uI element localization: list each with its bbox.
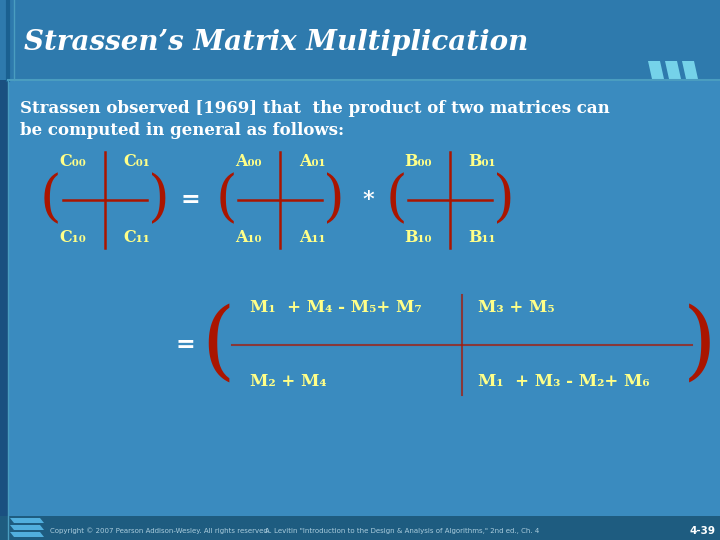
- Polygon shape: [665, 61, 681, 79]
- Text: A. Levitin "Introduction to the Design & Analysis of Algorithms," 2nd ed., Ch. 4: A. Levitin "Introduction to the Design &…: [265, 528, 539, 534]
- Text: ): ): [493, 173, 515, 227]
- Text: be computed in general as follows:: be computed in general as follows:: [20, 122, 344, 139]
- Text: B₀₁: B₀₁: [468, 153, 496, 171]
- Polygon shape: [10, 525, 44, 530]
- Text: Strassen’s Matrix Multiplication: Strassen’s Matrix Multiplication: [24, 30, 528, 57]
- Text: B₁₁: B₁₁: [468, 230, 496, 246]
- Polygon shape: [10, 532, 44, 537]
- Bar: [0, 0, 720, 80]
- Text: C₀₁: C₀₁: [124, 153, 150, 171]
- Text: M₁  + M₄ - M₅+ M₇: M₁ + M₄ - M₅+ M₇: [250, 300, 422, 316]
- Text: M₁  + M₃ - M₂+ M₆: M₁ + M₃ - M₂+ M₆: [478, 374, 649, 390]
- Text: ): ): [683, 303, 717, 387]
- Text: A₁₀: A₁₀: [235, 230, 261, 246]
- Text: =: =: [180, 188, 200, 212]
- Text: A₀₁: A₀₁: [299, 153, 325, 171]
- Text: M₂ + M₄: M₂ + M₄: [250, 374, 327, 390]
- Text: C₁₀: C₁₀: [60, 230, 86, 246]
- Text: B₀₀: B₀₀: [404, 153, 432, 171]
- Bar: [0, 516, 720, 540]
- Text: M₃ + M₅: M₃ + M₅: [478, 300, 554, 316]
- Text: ): ): [323, 173, 345, 227]
- Text: (: (: [215, 173, 237, 227]
- Text: (: (: [40, 173, 62, 227]
- Text: C₁₁: C₁₁: [124, 230, 150, 246]
- Text: C₀₀: C₀₀: [60, 153, 86, 171]
- Text: Strassen observed [1969] that  the product of two matrices can: Strassen observed [1969] that the produc…: [20, 100, 610, 117]
- Text: (: (: [385, 173, 407, 227]
- Text: =: =: [175, 333, 195, 357]
- Polygon shape: [10, 518, 44, 523]
- Text: 4-39: 4-39: [690, 526, 716, 536]
- Text: ): ): [148, 173, 170, 227]
- Text: (: (: [202, 303, 235, 387]
- Bar: [0, 80, 8, 540]
- Text: B₁₀: B₁₀: [404, 230, 432, 246]
- Text: A₀₀: A₀₀: [235, 153, 261, 171]
- Text: *: *: [362, 189, 374, 211]
- Polygon shape: [648, 61, 664, 79]
- Text: A₁₁: A₁₁: [299, 230, 325, 246]
- Polygon shape: [682, 61, 698, 79]
- Text: Copyright © 2007 Pearson Addison-Wesley. All rights reserved.: Copyright © 2007 Pearson Addison-Wesley.…: [50, 528, 270, 535]
